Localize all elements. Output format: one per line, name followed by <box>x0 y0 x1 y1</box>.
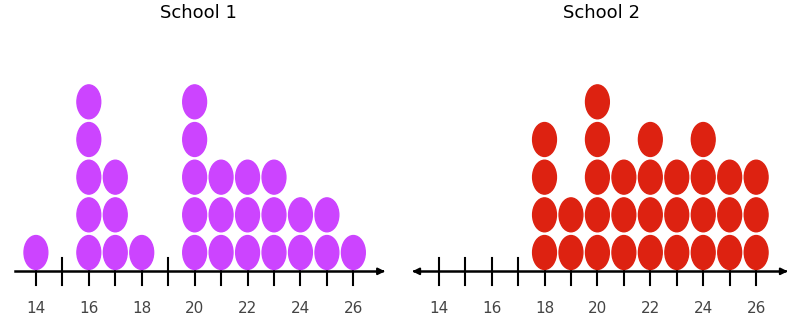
Circle shape <box>691 160 715 194</box>
Circle shape <box>289 198 312 232</box>
Text: 22: 22 <box>238 301 257 316</box>
Circle shape <box>744 198 768 232</box>
Circle shape <box>315 198 339 232</box>
Circle shape <box>262 160 286 194</box>
Circle shape <box>638 160 662 194</box>
Text: 18: 18 <box>535 301 554 316</box>
Text: 16: 16 <box>482 301 502 316</box>
Circle shape <box>586 235 610 270</box>
Circle shape <box>236 235 259 270</box>
Circle shape <box>209 235 233 270</box>
Text: 14: 14 <box>429 301 448 316</box>
Circle shape <box>665 160 689 194</box>
Circle shape <box>612 235 636 270</box>
Circle shape <box>182 235 206 270</box>
Circle shape <box>586 85 610 119</box>
Circle shape <box>77 85 101 119</box>
Text: 26: 26 <box>746 301 766 316</box>
Text: 14: 14 <box>26 301 46 316</box>
Circle shape <box>209 160 233 194</box>
Circle shape <box>533 235 557 270</box>
Circle shape <box>612 160 636 194</box>
Text: 26: 26 <box>344 301 363 316</box>
Circle shape <box>718 160 742 194</box>
Circle shape <box>103 198 127 232</box>
Circle shape <box>77 160 101 194</box>
Circle shape <box>665 235 689 270</box>
Circle shape <box>182 198 206 232</box>
Circle shape <box>533 198 557 232</box>
Circle shape <box>262 198 286 232</box>
Text: 24: 24 <box>291 301 310 316</box>
Circle shape <box>342 235 366 270</box>
Circle shape <box>744 160 768 194</box>
Circle shape <box>130 235 154 270</box>
Circle shape <box>638 123 662 156</box>
Text: 24: 24 <box>694 301 713 316</box>
Circle shape <box>236 198 259 232</box>
Text: 16: 16 <box>79 301 98 316</box>
Circle shape <box>24 235 48 270</box>
Text: 20: 20 <box>185 301 204 316</box>
Title: School 2: School 2 <box>563 4 640 22</box>
Circle shape <box>533 123 557 156</box>
Circle shape <box>612 198 636 232</box>
Circle shape <box>103 235 127 270</box>
Circle shape <box>103 160 127 194</box>
Circle shape <box>691 123 715 156</box>
Circle shape <box>718 198 742 232</box>
Circle shape <box>77 123 101 156</box>
Circle shape <box>559 198 583 232</box>
Circle shape <box>533 160 557 194</box>
Circle shape <box>638 198 662 232</box>
Circle shape <box>744 235 768 270</box>
Circle shape <box>236 160 259 194</box>
Circle shape <box>586 123 610 156</box>
Circle shape <box>691 198 715 232</box>
Circle shape <box>718 235 742 270</box>
Circle shape <box>665 198 689 232</box>
Circle shape <box>182 160 206 194</box>
Title: School 1: School 1 <box>160 4 237 22</box>
Circle shape <box>638 235 662 270</box>
Circle shape <box>77 235 101 270</box>
Circle shape <box>262 235 286 270</box>
Text: 20: 20 <box>588 301 607 316</box>
Circle shape <box>289 235 312 270</box>
Circle shape <box>315 235 339 270</box>
Text: 22: 22 <box>641 301 660 316</box>
Circle shape <box>586 160 610 194</box>
Circle shape <box>691 235 715 270</box>
Circle shape <box>182 123 206 156</box>
Circle shape <box>586 198 610 232</box>
Circle shape <box>559 235 583 270</box>
Circle shape <box>182 85 206 119</box>
Circle shape <box>209 198 233 232</box>
Text: 18: 18 <box>132 301 151 316</box>
Circle shape <box>77 198 101 232</box>
